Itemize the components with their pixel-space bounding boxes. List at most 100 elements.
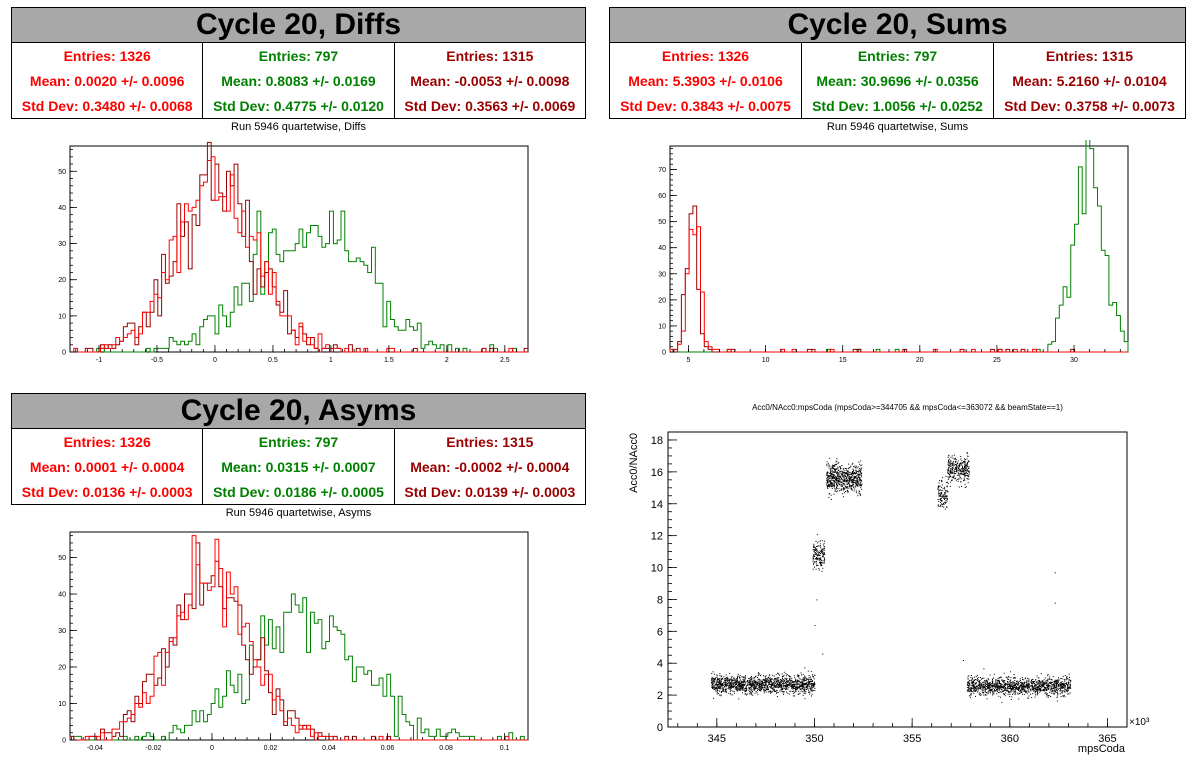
- scatter-point: [823, 548, 825, 550]
- scatter-point: [733, 685, 735, 687]
- scatter-point: [829, 475, 831, 477]
- scatter-point: [787, 681, 789, 683]
- scatter-ytick-label: 2: [657, 690, 663, 702]
- scatter-point: [969, 688, 971, 690]
- scatter-point: [736, 682, 738, 684]
- scatter-point: [991, 683, 992, 685]
- scatter-point: [1023, 679, 1025, 681]
- scatter-point: [853, 476, 855, 478]
- scatter-point: [853, 479, 855, 481]
- scatter-point: [731, 677, 733, 679]
- scatter-point: [837, 478, 839, 480]
- scatter-point: [956, 466, 957, 468]
- scatter-point: [1061, 687, 1063, 689]
- scatter-point: [776, 689, 778, 691]
- scatter-point: [794, 686, 796, 687]
- scatter-point: [755, 684, 757, 686]
- diffs-xtick-label: 0.5: [268, 357, 278, 364]
- scatter-point: [970, 687, 972, 689]
- scatter-point: [717, 684, 719, 686]
- scatter-point: [985, 688, 987, 690]
- scatter-point: [796, 680, 798, 682]
- scatter-ytick-label: 12: [651, 531, 663, 543]
- scatter-point: [781, 687, 783, 689]
- scatter-point: [1018, 698, 1020, 700]
- scatter-point: [831, 475, 833, 477]
- scatter-point: [858, 461, 860, 463]
- scatter-point: [974, 690, 976, 692]
- scatter-point: [943, 502, 945, 504]
- scatter-point: [839, 483, 841, 485]
- scatter-point: [989, 690, 991, 692]
- scatter-point: [981, 684, 983, 686]
- scatter-point: [1043, 686, 1045, 688]
- scatter-point: [852, 482, 854, 484]
- scatter-point: [814, 687, 816, 689]
- scatter-point: [1056, 687, 1058, 689]
- scatter-point: [1037, 689, 1039, 690]
- scatter-point: [947, 498, 948, 500]
- scatter-point: [765, 681, 767, 683]
- scatter-point: [801, 687, 803, 689]
- scatter-point: [742, 683, 744, 685]
- scatter-point: [844, 481, 846, 483]
- scatter-point: [963, 471, 965, 473]
- scatter-point: [785, 689, 787, 691]
- scatter-cluster-4: [947, 451, 970, 488]
- scatter-point: [728, 688, 730, 690]
- scatter-point: [823, 544, 825, 546]
- scatter-point: [714, 680, 716, 682]
- scatter-point: [757, 686, 759, 688]
- scatter-point: [847, 478, 849, 480]
- scatter-point: [827, 475, 829, 477]
- scatter-point: [941, 481, 943, 483]
- scatter-point: [953, 477, 955, 479]
- scatter-point: [1029, 681, 1031, 683]
- scatter-point: [836, 480, 837, 482]
- scatter-point: [1035, 682, 1037, 684]
- scatter-point: [803, 686, 804, 688]
- scatter-point: [797, 675, 799, 677]
- scatter-point: [1055, 682, 1057, 684]
- scatter-point: [1043, 688, 1044, 690]
- scatter-point: [773, 685, 775, 687]
- scatter-point: [730, 687, 732, 689]
- scatter-point: [820, 547, 822, 549]
- scatter-point: [765, 682, 767, 684]
- scatter-point: [826, 472, 828, 474]
- scatter-point: [746, 690, 747, 692]
- scatter-point: [1064, 679, 1065, 681]
- scatter-point: [1000, 677, 1002, 679]
- scatter-point: [766, 688, 768, 690]
- scatter-point: [813, 563, 814, 565]
- scatter-point: [732, 694, 734, 696]
- scatter-point: [786, 681, 788, 683]
- scatter-point: [802, 688, 804, 690]
- scatter-point: [1013, 674, 1015, 675]
- scatter-point: [713, 682, 715, 684]
- scatter-point: [855, 472, 857, 474]
- scatter-point: [756, 685, 758, 687]
- scatter-point: [983, 694, 985, 696]
- scatter-point: [783, 691, 785, 693]
- scatter-point: [1032, 693, 1034, 694]
- scatter-point: [759, 689, 761, 691]
- scatter-point: [836, 476, 838, 477]
- scatter-point: [833, 476, 835, 478]
- scatter-point: [802, 683, 804, 685]
- scatter-point: [996, 689, 998, 691]
- scatter-point: [829, 475, 831, 476]
- asyms-stats-green: Entries: 797 Mean: 0.0315 +/- 0.0007 Std…: [203, 429, 395, 504]
- scatter-point: [956, 464, 958, 466]
- scatter-point: [1044, 687, 1046, 689]
- scatter-point: [950, 470, 951, 472]
- scatter-point: [957, 467, 959, 469]
- scatter-point: [961, 470, 963, 472]
- scatter-point: [1030, 690, 1032, 692]
- scatter-point: [823, 560, 825, 562]
- scatter-point: [757, 693, 759, 695]
- scatter-point: [1013, 681, 1015, 683]
- scatter-point: [810, 676, 811, 678]
- scatter-point: [846, 483, 848, 485]
- scatter-point: [826, 471, 828, 473]
